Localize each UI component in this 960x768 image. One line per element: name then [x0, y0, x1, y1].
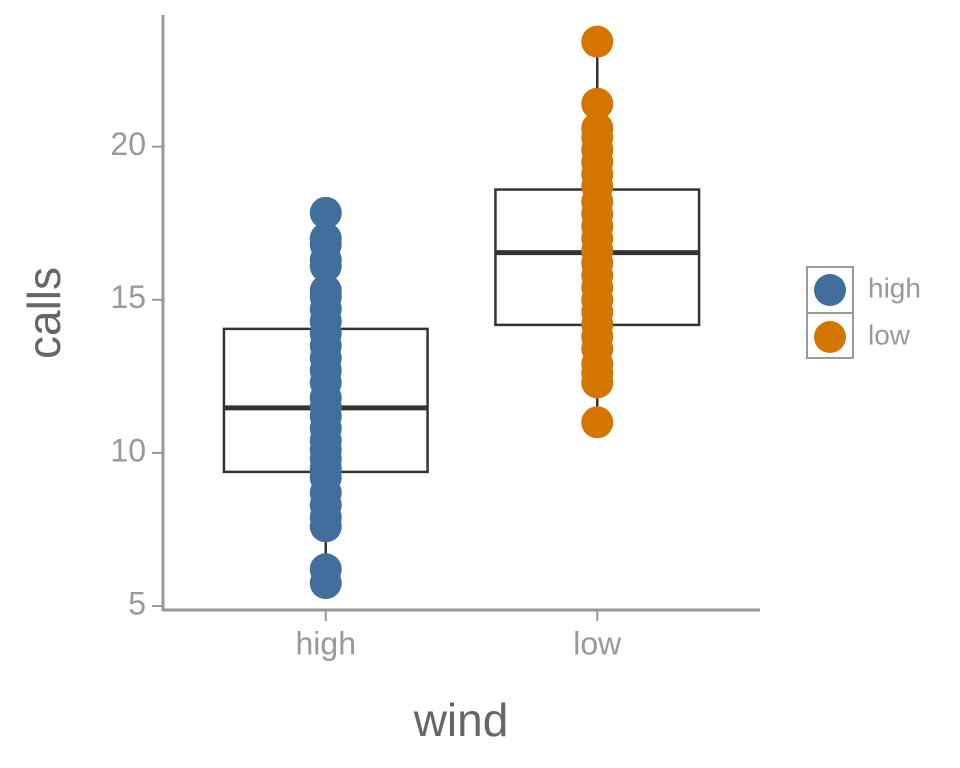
- point: [309, 222, 342, 255]
- x-axis-title: wind: [413, 694, 509, 746]
- point: [309, 553, 342, 586]
- y-tick-label: 5: [128, 585, 146, 621]
- y-tick-label: 10: [110, 432, 146, 468]
- legend-label: high: [868, 272, 921, 303]
- y-tick-label: 20: [110, 126, 146, 162]
- y-tick-label: 15: [110, 279, 146, 315]
- y-axis-title: calls: [18, 267, 70, 359]
- x-tick-label: low: [573, 625, 622, 661]
- legend-swatch: [814, 321, 846, 353]
- point: [581, 25, 614, 58]
- legend-label: low: [868, 319, 911, 350]
- point: [309, 196, 342, 229]
- x-tick-label: high: [296, 625, 357, 661]
- point: [581, 112, 614, 145]
- point: [309, 274, 342, 307]
- point: [581, 87, 614, 120]
- point: [581, 406, 614, 439]
- legend-swatch: [814, 274, 846, 306]
